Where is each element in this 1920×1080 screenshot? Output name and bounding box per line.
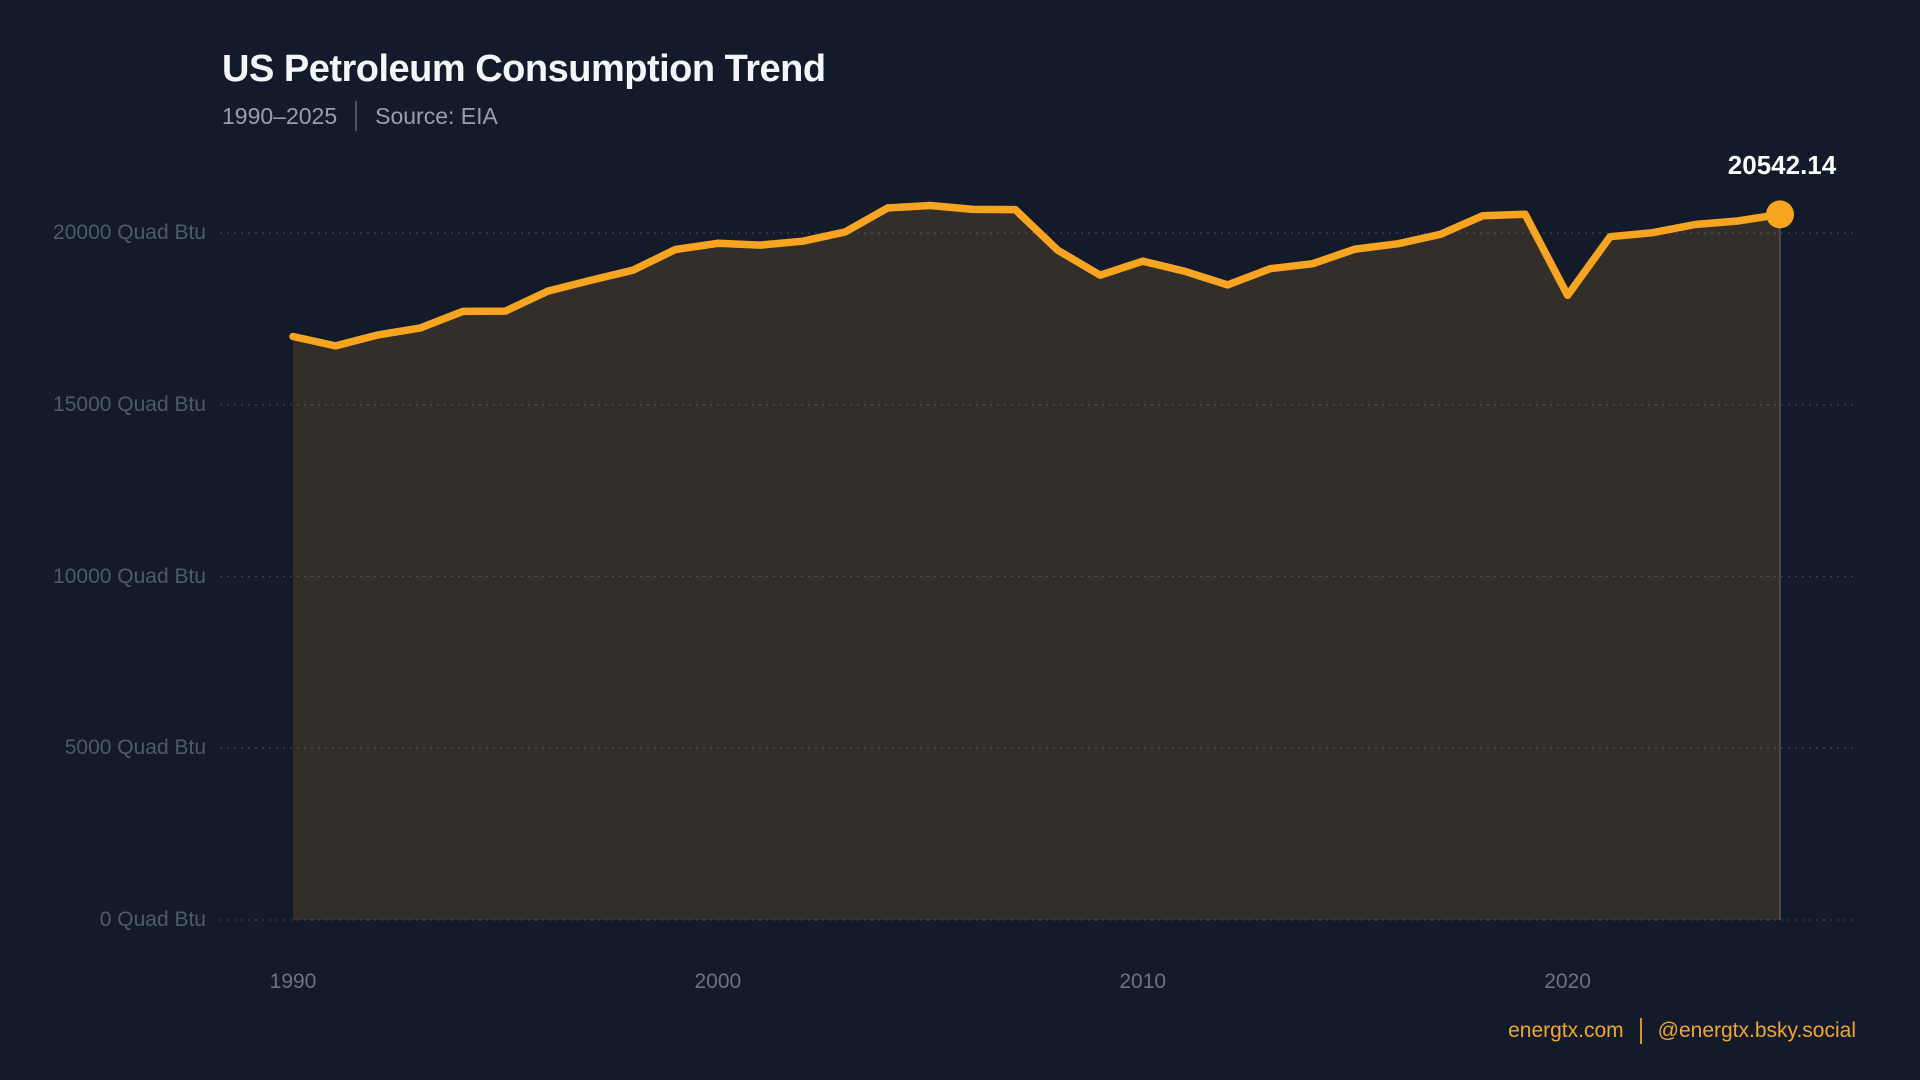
latest-value-label: 20542.14 (1727, 150, 1837, 181)
y-tick-label: 20000 Quad Btu (53, 221, 206, 244)
end-point-dot (1766, 200, 1794, 229)
y-tick-label: 0 Quad Btu (99, 908, 206, 931)
footer-site: energtx.com (1508, 1019, 1624, 1042)
footer-divider (1639, 1018, 1642, 1044)
page-title: US Petroleum Consumption Trend (222, 48, 826, 90)
area-fill (293, 205, 1780, 920)
y-tick-label: 10000 Quad Btu (53, 564, 206, 588)
chart-header: US Petroleum Consumption Trend 1990–2025… (222, 48, 826, 131)
subtitle-divider (355, 101, 358, 131)
subtitle-source: Source: EIA (375, 102, 498, 129)
trend-line (289, 201, 1784, 350)
x-tick-label: 2000 (694, 970, 742, 993)
y-tick-label: 5000 Quad Btu (64, 736, 206, 760)
footer-branding: energtx.com @energtx.bsky.social (1508, 1018, 1856, 1044)
x-tick-label: 2010 (1119, 970, 1167, 993)
x-tick-label: 1990 (269, 970, 317, 993)
y-tick-label: 15000 Quad Btu (53, 392, 206, 416)
chart-subtitle: 1990–2025 Source: EIA (222, 101, 826, 131)
subtitle-range: 1990–2025 (222, 102, 338, 129)
footer-social: @energtx.bsky.social (1657, 1019, 1856, 1042)
x-tick-label: 2020 (1544, 970, 1591, 993)
